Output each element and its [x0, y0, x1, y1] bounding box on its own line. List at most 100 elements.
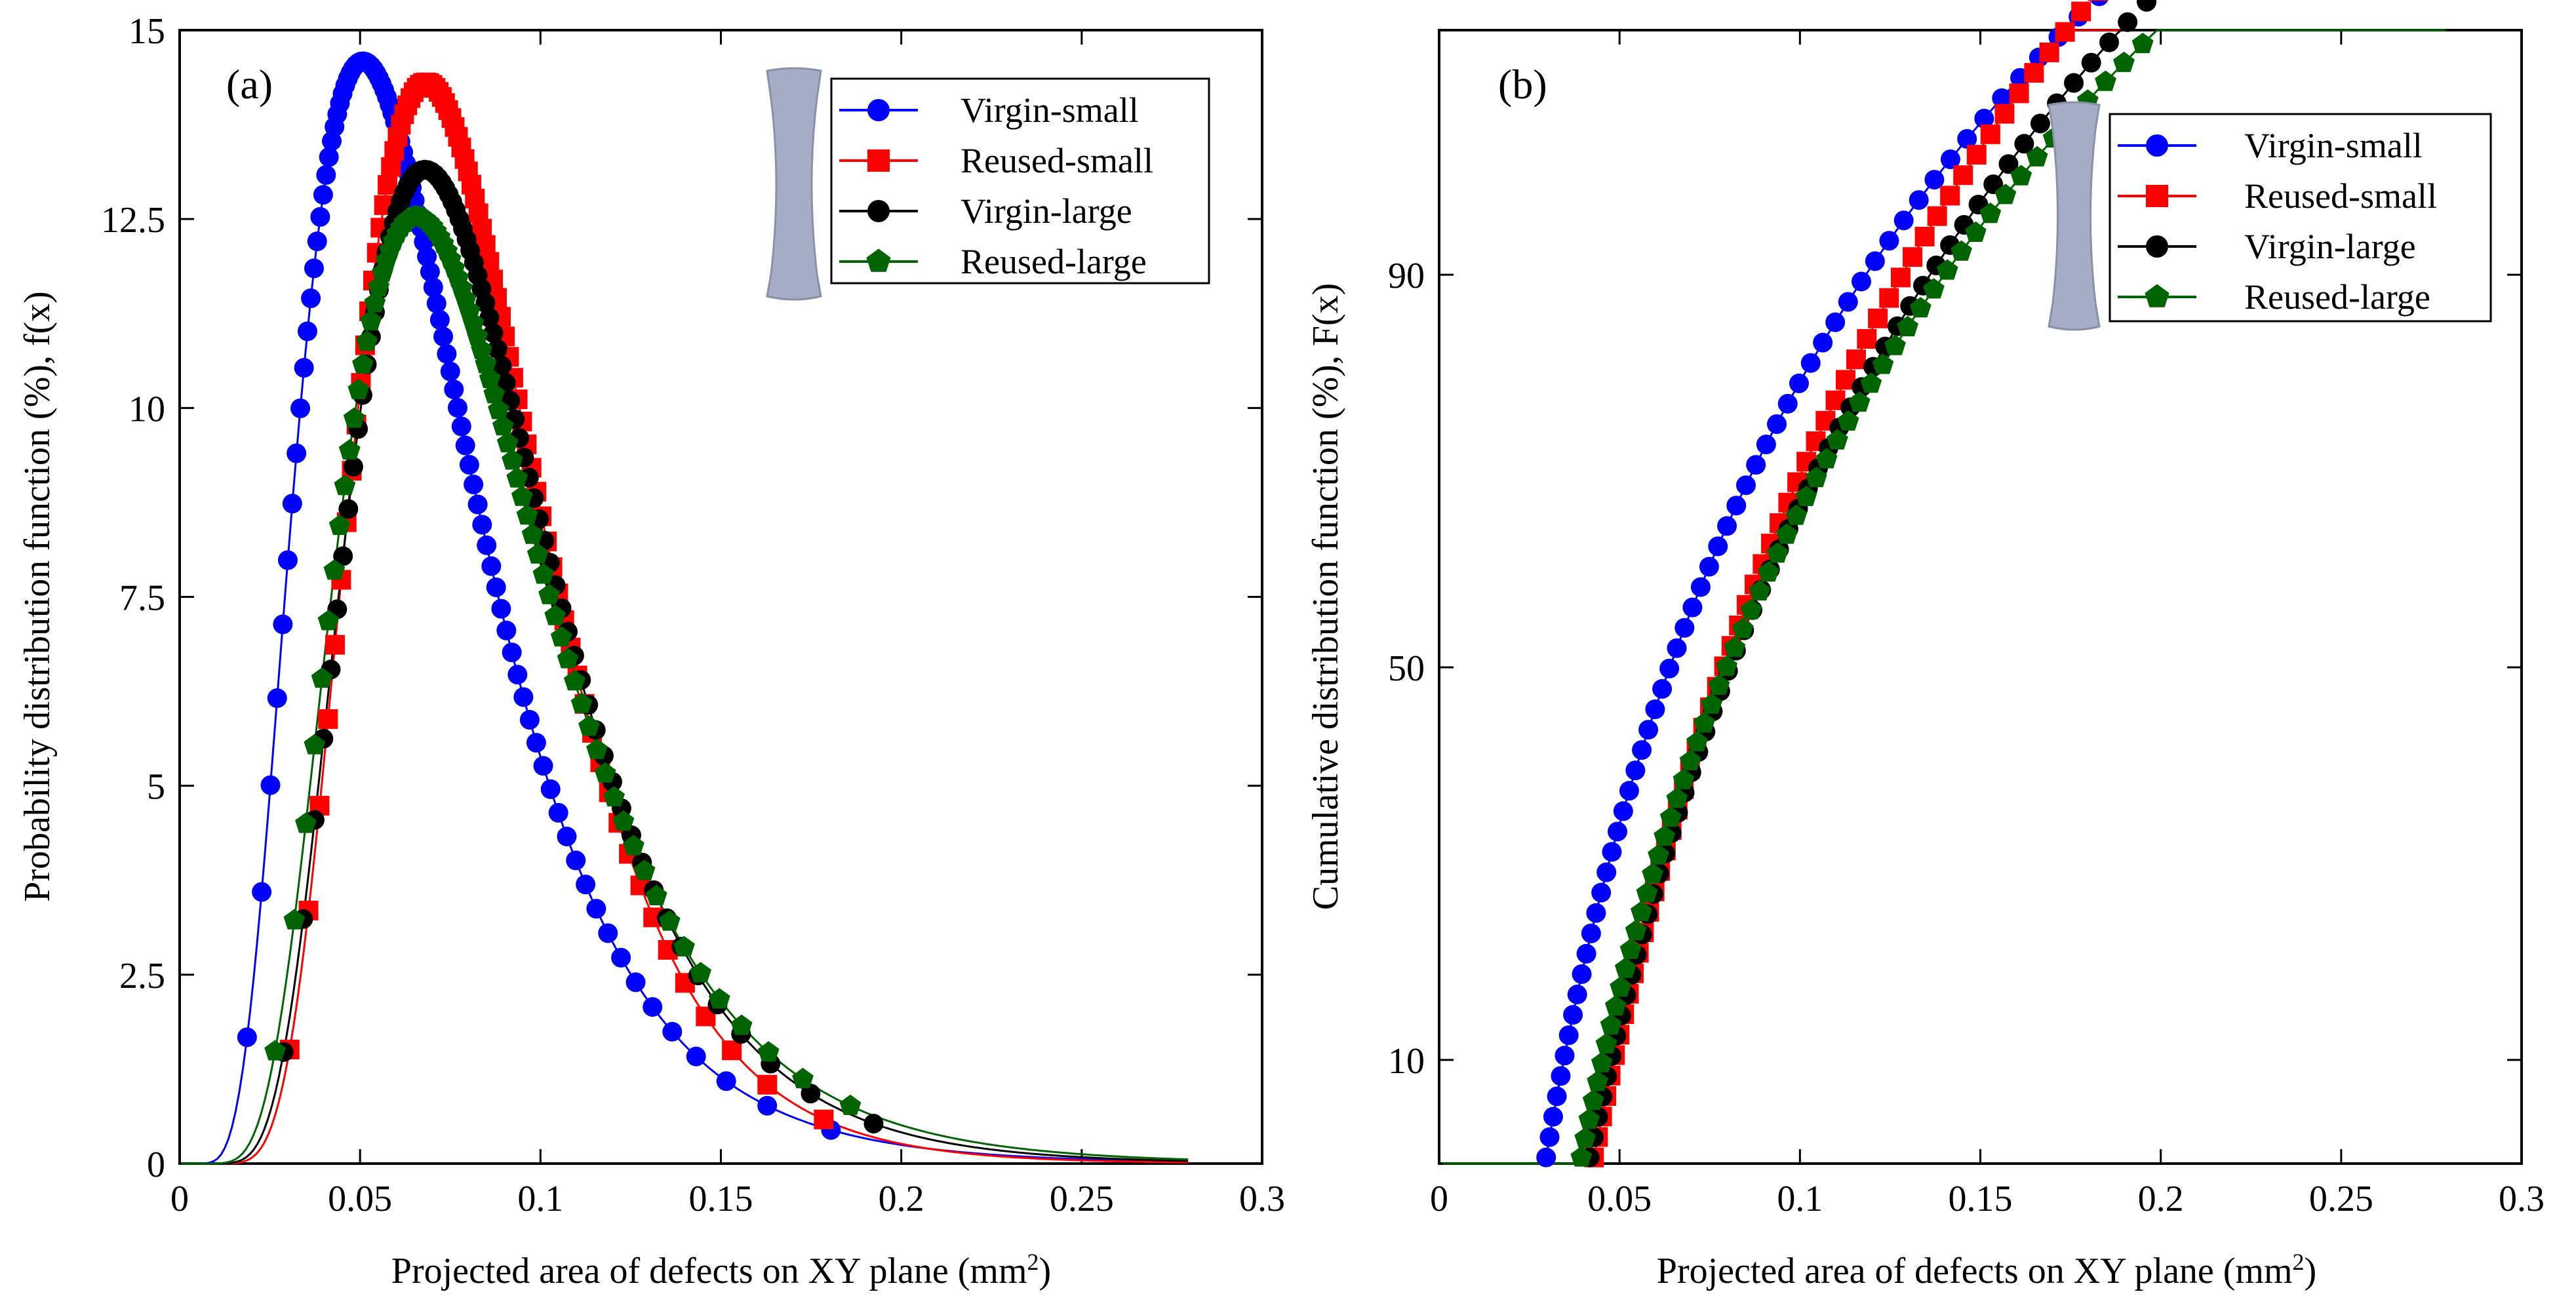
- panel-b-point-virgin-large: [2014, 134, 2034, 154]
- panel-b-point-virgin-small: [1717, 516, 1737, 536]
- panel-a-point-virgin-small: [625, 972, 646, 992]
- panel-a-point-reused-large: [570, 692, 593, 713]
- panel-b-point-virgin-small: [1576, 943, 1596, 964]
- panel-b-point-reused-large: [1827, 429, 1848, 450]
- panel-b-point-virgin-small: [1838, 292, 1858, 312]
- panel-b-point-reused-large: [1776, 523, 1798, 544]
- panel-b-point-virgin-small: [1625, 760, 1646, 781]
- panel-b-point-virgin-small: [1767, 414, 1787, 434]
- panel-a-point-virgin-small: [447, 397, 467, 418]
- panel-a-point-virgin-small: [294, 358, 314, 378]
- panel-a-ytick-label: 10: [129, 389, 165, 429]
- panel-b-xtick-label: 0.3: [2499, 1179, 2545, 1219]
- panel-a-point-virgin-small: [540, 779, 561, 799]
- legend-b-label-2: Virgin-large: [2244, 227, 2416, 266]
- panel-b-point-virgin-small: [1581, 923, 1601, 943]
- panel-b-point-reused-large: [1636, 882, 1658, 903]
- panel-a-point-reused-large: [557, 648, 579, 669]
- panel-a-point-virgin-small: [282, 494, 302, 514]
- panel-a-point-virgin-large: [479, 307, 500, 328]
- panel-b-xlabel-main: Projected area of defects on XY plane (m…: [1657, 1251, 2293, 1291]
- panel-b-point-virgin-small: [1909, 190, 1929, 210]
- panel-b-point-reused-large: [1686, 731, 1708, 752]
- panel-b-point-virgin-small: [1539, 1127, 1560, 1147]
- panel-b-point-reused-small: [1953, 165, 1973, 186]
- panel-b-point-reused-large: [1574, 1127, 1596, 1148]
- panel-a-ticks: 0 0.05 0.1 0.15 0.2 0.25 0.3 0 2.5 5 7.5 10 12.5 15: [101, 11, 1285, 1219]
- panel-b-point-reused-small: [1980, 124, 2000, 144]
- panel-a-xlabel-sup: 2: [1027, 1249, 1039, 1275]
- panel-b-point-reused-large: [1614, 957, 1636, 978]
- panel-a-point-reused-large: [338, 439, 361, 460]
- panel-b-point-virgin-small: [1591, 882, 1612, 903]
- panel-b-point-virgin-small: [1563, 1005, 1583, 1025]
- panel-b-point-reused-small: [1914, 226, 1935, 246]
- panel-b-point-reused-small: [2039, 42, 2059, 62]
- panel-a-pdf-chart: 0 0.05 0.1 0.15 0.2 0.25 0.3 0 2.5 5 7.5 10 12.5 15 (…: [17, 11, 1285, 1291]
- panel-a-point-reused-large: [658, 910, 681, 931]
- panel-a-point-virgin-small: [316, 165, 336, 185]
- panel-a-point-virgin-small: [426, 293, 446, 313]
- panel-a-point-reused-large: [673, 935, 695, 956]
- panel-b-point-virgin-small: [1865, 251, 1885, 271]
- legend-a-symbol-virgin-small: [867, 99, 890, 121]
- panel-a-point-virgin-small: [444, 380, 464, 400]
- panel-a-point-reused-large: [603, 786, 625, 807]
- panel-a-point-reused-large: [645, 884, 667, 905]
- panel-b-point-reused-large: [1582, 1089, 1604, 1110]
- panel-a-xlabel-close: ): [1039, 1251, 1052, 1291]
- legend-a-marker-0: [867, 99, 890, 121]
- panel-a-point-virgin-small: [319, 147, 339, 167]
- panel-b-point-reused-large: [2131, 32, 2154, 54]
- panel-b-point-virgin-small: [1992, 88, 2012, 108]
- panel-b-point-reused-large: [2113, 51, 2135, 72]
- panel-b-point-reused-large: [1708, 674, 1730, 695]
- legend-a-label-3: Reused-large: [961, 242, 1147, 281]
- legend-a-marker-3: [866, 248, 891, 272]
- panel-b-point-reused-large: [1848, 391, 1871, 412]
- panel-b-point-reused-small: [2024, 63, 2044, 83]
- panel-b-point-reused-large: [1570, 1146, 1593, 1167]
- panel-a-point-reused-large: [488, 399, 509, 420]
- panel-a-xtick-label: 0.15: [689, 1179, 753, 1219]
- legend-a-symbol-virgin-large: [867, 200, 890, 222]
- panel-b-point-virgin-small: [1726, 496, 1747, 516]
- panel-a-point-virgin-small: [260, 775, 281, 795]
- panel-b-point-reused-large: [1716, 655, 1738, 677]
- panel-b-point-reused-small: [2009, 83, 2029, 104]
- panel-b-xtick-label: 0.25: [2309, 1179, 2373, 1219]
- panel-b-point-reused-large: [1837, 410, 1859, 431]
- panel-b-point-reused-large: [1923, 278, 1945, 299]
- panel-b-point-reused-large: [1860, 372, 1882, 393]
- panel-b-point-virgin-small: [1659, 658, 1680, 678]
- panel-b-point-virgin-small: [1735, 475, 1756, 496]
- panel-a-curve-reused-large: [181, 215, 1189, 1165]
- panel-a-ytick-label: 7.5: [119, 578, 165, 619]
- panel-a-point-virgin-small: [429, 309, 450, 330]
- panel-b-point-virgin-small: [1851, 271, 1871, 292]
- panel-b-point-virgin-small: [1682, 597, 1703, 618]
- panel-a-point-virgin-small: [757, 1095, 778, 1116]
- panel-b-ytick-label: 50: [1388, 648, 1425, 689]
- panel-a-point-reused-large: [578, 715, 600, 736]
- panel-b-point-reused-large: [1936, 259, 1958, 280]
- panel-a-point-reused-large: [839, 1094, 862, 1115]
- panel-a-point-virgin-small: [662, 1021, 683, 1042]
- panel-a-point-virgin-small: [477, 535, 497, 555]
- panel-b-point-virgin-small: [1551, 1066, 1571, 1086]
- panel-b-point-virgin-small: [1746, 455, 1766, 475]
- panel-a-point-virgin-small: [290, 398, 311, 418]
- legend-b-marker-3: [2145, 284, 2170, 307]
- panel-b-point-virgin-small: [1957, 128, 1977, 149]
- panel-b-xtick-label: 0.05: [1587, 1179, 1652, 1219]
- panel-a-point-reused-large: [479, 367, 501, 388]
- panel-b-xtick-label: 0.1: [1777, 1179, 1823, 1219]
- panel-a-point-reused-small: [318, 709, 338, 729]
- panel-a-point-virgin-small: [716, 1071, 736, 1091]
- panel-a-xlabel-main: Projected area of defects on XY plane (m…: [391, 1251, 1027, 1291]
- panel-a-label: (a): [226, 61, 273, 108]
- panel-a-point-reused-large: [550, 626, 572, 647]
- panel-b-legend-specimen-icon: [2048, 101, 2101, 331]
- panel-a-legend: Virgin-small Reused-small Virgin-large R…: [766, 67, 1210, 301]
- panel-b-point-reused-large: [1578, 1108, 1600, 1129]
